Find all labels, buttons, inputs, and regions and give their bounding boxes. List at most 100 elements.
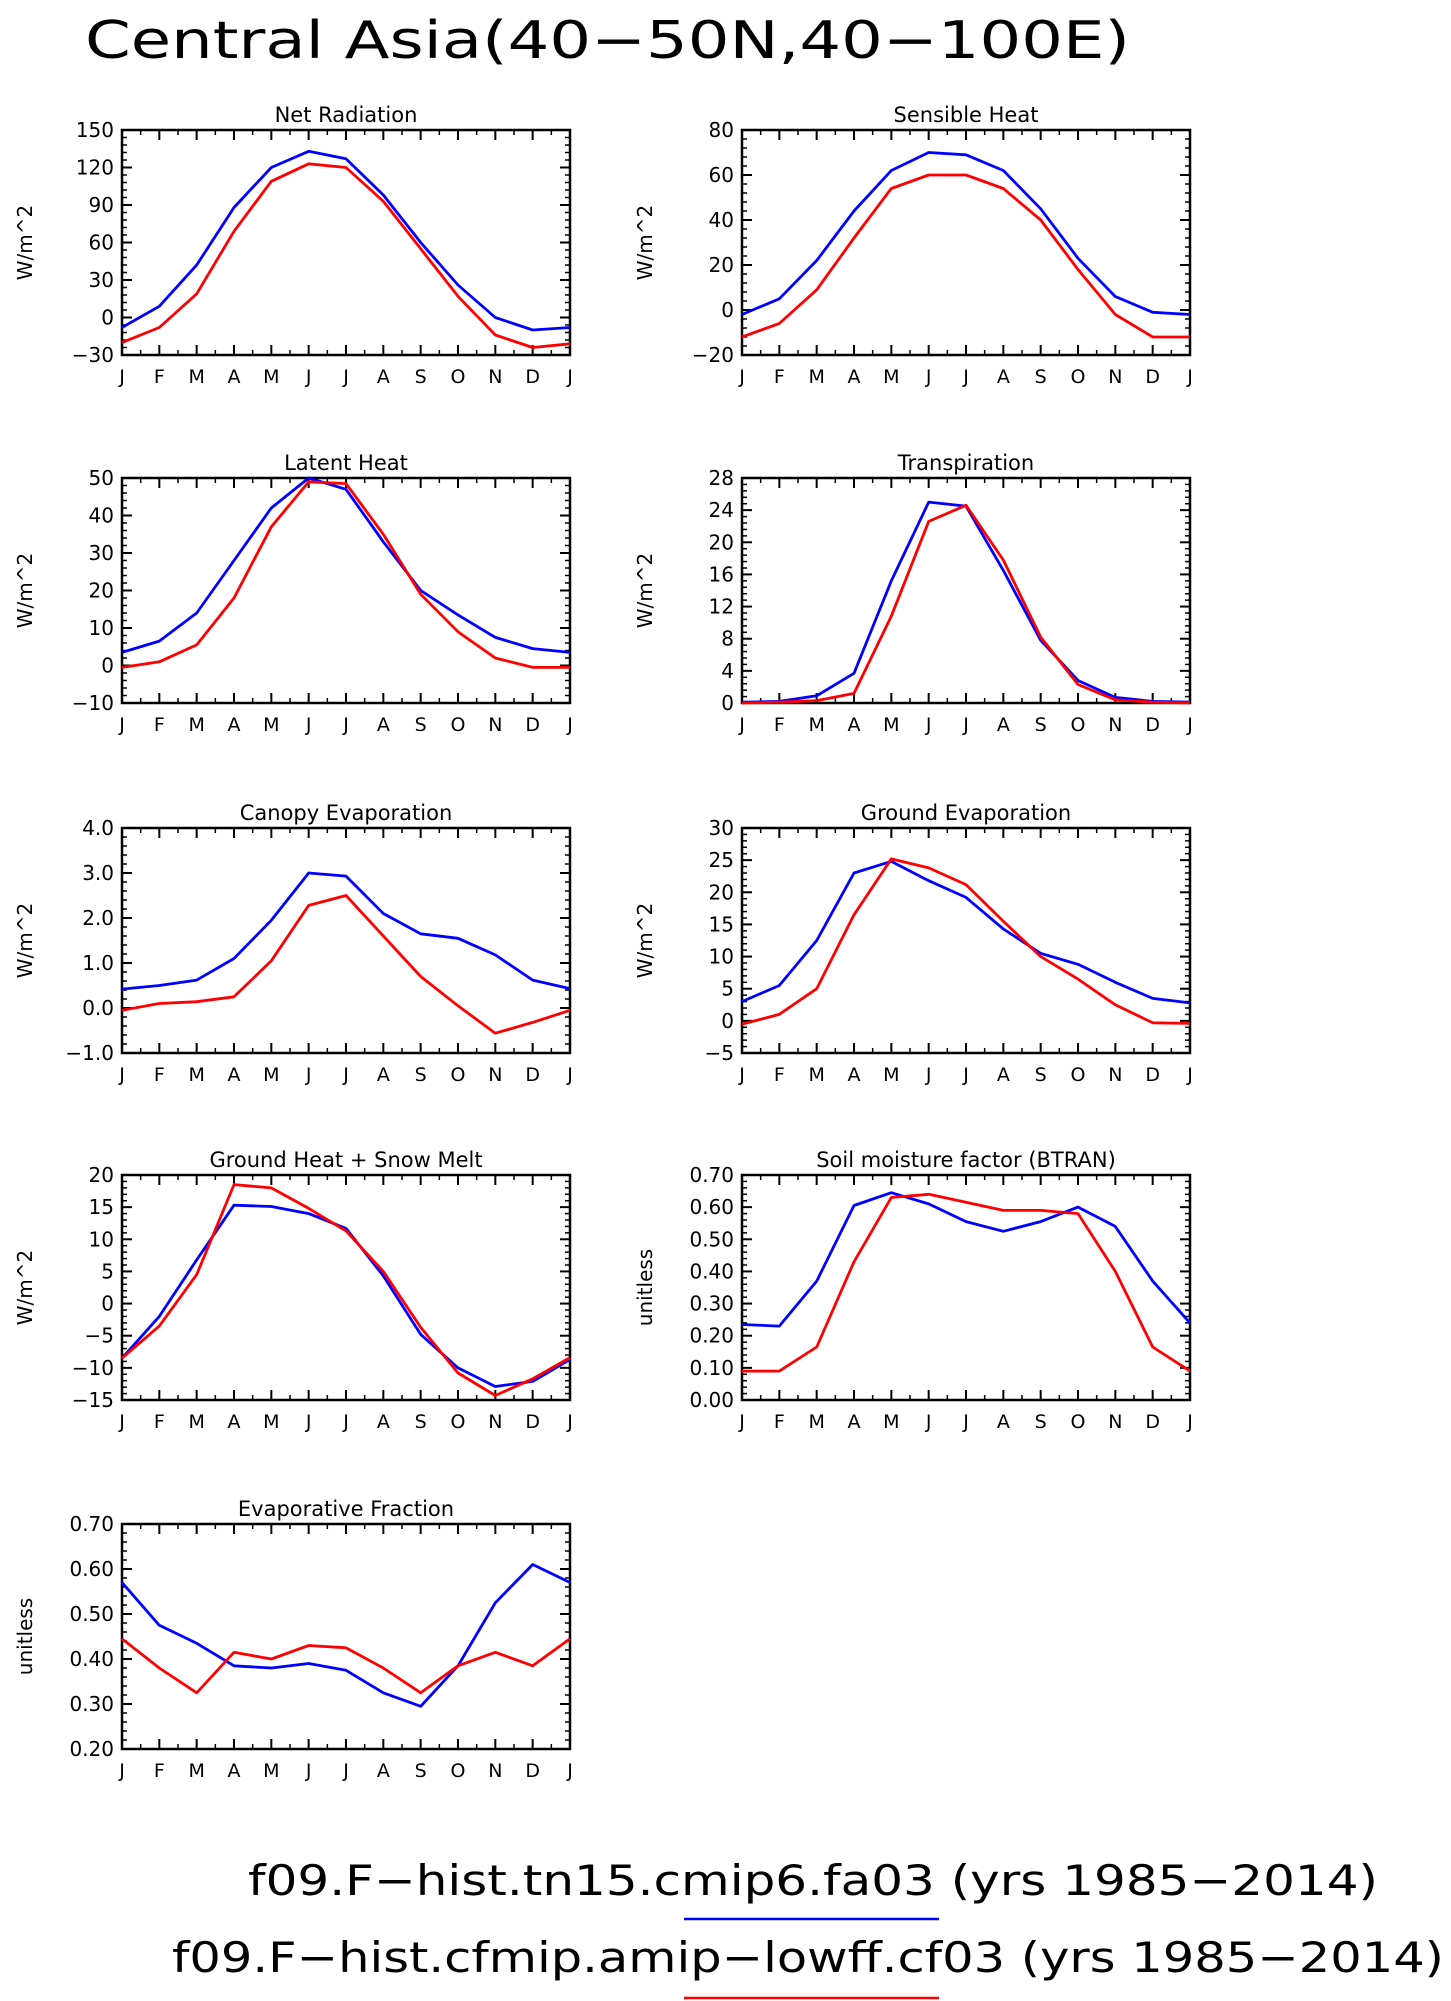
- y-tick-label: 90: [89, 193, 114, 217]
- x-tick-label: M: [263, 366, 279, 388]
- x-tick-label: J: [342, 1411, 349, 1433]
- x-tick-label: J: [566, 1760, 573, 1782]
- y-tick-label: 60: [709, 163, 734, 187]
- y-tick-label: 1.0: [82, 951, 114, 975]
- x-tick-label: J: [925, 714, 932, 736]
- x-tick-label: A: [848, 1064, 861, 1086]
- x-tick-label: S: [1035, 1064, 1047, 1086]
- series-line-1: [741, 173, 1190, 339]
- x-tick-label: J: [342, 366, 349, 388]
- x-tick-label: O: [451, 1064, 466, 1086]
- x-tick-label: F: [774, 1064, 785, 1086]
- y-axis-label: W/m^2: [633, 553, 657, 628]
- y-tick-label: 0.30: [689, 1292, 734, 1316]
- x-tick-label: N: [1108, 366, 1122, 388]
- y-tick-label: −15: [72, 1388, 114, 1412]
- series-line-1: [121, 480, 570, 669]
- x-tick-label: D: [1145, 1064, 1160, 1086]
- x-tick-label: J: [925, 1411, 932, 1433]
- x-tick-label: S: [415, 1064, 427, 1086]
- y-tick-label: 24: [709, 498, 734, 522]
- y-tick-label: 5: [721, 977, 734, 1001]
- x-tick-label: S: [415, 366, 427, 388]
- y-tick-label: 0: [721, 691, 734, 715]
- x-tick-label: A: [377, 366, 390, 388]
- y-tick-label: 8: [721, 627, 734, 651]
- series-line-1: [741, 857, 1191, 1026]
- x-tick-label: M: [883, 1411, 899, 1433]
- x-tick-label: A: [377, 1064, 390, 1086]
- panel-title: Transpiration: [897, 451, 1034, 475]
- x-tick-label: D: [525, 1411, 540, 1433]
- x-tick-label: F: [154, 1760, 165, 1782]
- x-tick-label: S: [415, 714, 427, 736]
- x-tick-label: J: [342, 714, 349, 736]
- x-tick-label: F: [154, 1411, 165, 1433]
- series-line-1: [121, 1183, 571, 1397]
- x-tick-label: F: [774, 1411, 785, 1433]
- panel-title: Soil moisture factor (BTRAN): [816, 1148, 1116, 1172]
- x-tick-label: F: [154, 714, 165, 736]
- y-tick-label: 20: [89, 1163, 114, 1187]
- x-tick-label: N: [488, 366, 502, 388]
- x-tick-label: J: [305, 1411, 312, 1433]
- x-tick-label: M: [188, 1064, 204, 1086]
- y-tick-label: −10: [72, 1356, 114, 1380]
- y-tick-label: 15: [89, 1195, 114, 1219]
- x-tick-label: J: [962, 714, 969, 736]
- x-tick-label: A: [228, 366, 241, 388]
- x-tick-label: J: [925, 1064, 932, 1086]
- x-tick-label: J: [962, 1064, 969, 1086]
- plot-frame: [120, 826, 572, 1055]
- x-tick-label: O: [1071, 1411, 1086, 1433]
- x-tick-label: A: [848, 366, 861, 388]
- y-tick-label: 20: [709, 530, 734, 554]
- y-tick-label: 0: [101, 306, 114, 330]
- panel-title: Ground Evaporation: [861, 801, 1071, 825]
- x-tick-label: N: [1108, 714, 1122, 736]
- x-tick-label: A: [997, 714, 1010, 736]
- x-tick-label: J: [342, 1760, 349, 1782]
- y-axis-label: unitless: [633, 1249, 657, 1326]
- y-tick-label: 2.0: [82, 906, 114, 930]
- y-tick-label: 5: [101, 1259, 114, 1283]
- panel-title: Net Radiation: [275, 103, 418, 127]
- y-tick-label: 0.10: [689, 1356, 734, 1380]
- y-tick-label: 10: [89, 616, 114, 640]
- y-axis-label: W/m^2: [633, 903, 657, 978]
- panel-title: Sensible Heat: [894, 103, 1039, 127]
- series-line-0: [120, 1563, 571, 1708]
- series-line-0: [741, 151, 1191, 316]
- x-tick-label: M: [883, 1064, 899, 1086]
- x-tick-label: N: [1108, 1411, 1122, 1433]
- series-line-0: [741, 860, 1191, 1005]
- x-tick-label: J: [738, 714, 745, 736]
- y-tick-label: 0: [721, 298, 734, 322]
- x-tick-label: O: [1071, 366, 1086, 388]
- series-line-1: [121, 162, 571, 349]
- y-tick-label: 0.50: [689, 1227, 734, 1251]
- x-tick-label: J: [738, 1411, 745, 1433]
- x-tick-label: N: [488, 714, 502, 736]
- y-tick-label: −20: [692, 343, 734, 367]
- x-tick-label: D: [525, 1064, 540, 1086]
- x-tick-label: A: [377, 1411, 390, 1433]
- x-tick-label: A: [228, 1411, 241, 1433]
- x-tick-label: M: [883, 714, 899, 736]
- x-tick-label: F: [154, 1064, 165, 1086]
- x-tick-label: O: [451, 1760, 466, 1782]
- x-tick-label: D: [1145, 1411, 1160, 1433]
- x-tick-label: J: [962, 1411, 969, 1433]
- y-tick-label: 4.0: [82, 816, 114, 840]
- x-tick-label: M: [188, 714, 204, 736]
- x-tick-label: M: [263, 1411, 279, 1433]
- y-tick-label: 3.0: [82, 861, 114, 885]
- x-tick-label: M: [188, 1760, 204, 1782]
- series-line-0: [120, 1203, 571, 1388]
- y-tick-label: 0.40: [689, 1259, 734, 1283]
- x-tick-label: J: [118, 1760, 125, 1782]
- x-tick-label: O: [451, 1411, 466, 1433]
- x-tick-label: N: [488, 1411, 502, 1433]
